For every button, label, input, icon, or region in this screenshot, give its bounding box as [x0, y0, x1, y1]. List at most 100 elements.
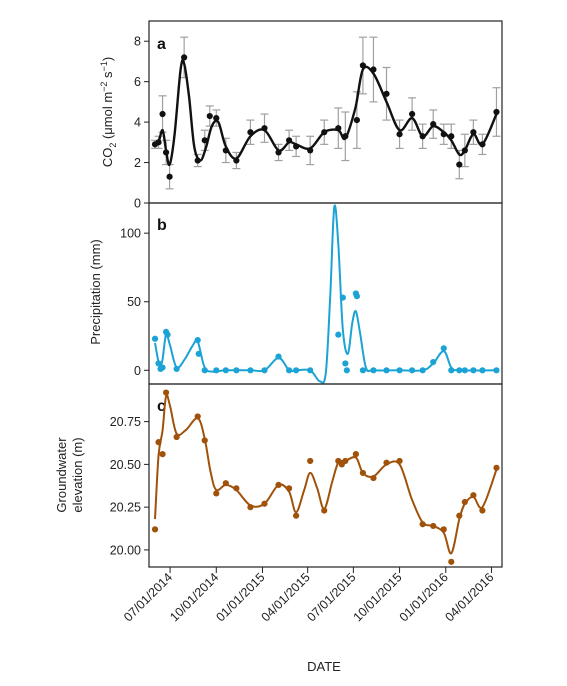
series-line	[154, 394, 498, 555]
data-point	[456, 512, 463, 519]
data-point	[222, 480, 229, 487]
data-point	[222, 147, 229, 154]
data-point	[164, 331, 171, 338]
panel-a-y-tick-label: 8	[134, 35, 141, 49]
x-tick-label: 10/01/2015	[351, 570, 405, 624]
data-point	[206, 112, 213, 120]
panel-a-frame	[148, 20, 503, 204]
data-point	[342, 133, 349, 140]
data-point	[359, 469, 367, 477]
data-point	[461, 147, 468, 154]
data-point	[409, 110, 416, 118]
panel-a-y-label: CO2 (μmol m−2 s−1)	[99, 57, 118, 167]
panel-b-marks	[151, 204, 500, 384]
x-tick-label: 07/01/2015	[304, 570, 358, 624]
data-point	[370, 474, 377, 482]
panel-b-y-tick-label: 100	[120, 227, 141, 241]
data-point	[159, 364, 166, 371]
data-point	[335, 331, 342, 338]
data-point	[479, 507, 486, 514]
data-point	[470, 129, 477, 136]
panel-c-y-tick-label: 20.00	[110, 543, 141, 557]
data-point	[307, 367, 314, 374]
data-point	[396, 457, 403, 465]
data-point	[353, 293, 360, 300]
data-point	[359, 367, 367, 374]
data-point	[275, 149, 282, 156]
data-point	[173, 365, 180, 373]
data-point	[151, 526, 159, 533]
data-point	[201, 437, 208, 444]
data-point	[359, 62, 367, 69]
series-line	[154, 58, 498, 167]
data-point	[321, 507, 328, 514]
data-point	[194, 157, 201, 164]
data-point	[293, 512, 300, 519]
panel-c-y-label-line-1: Groundwater	[54, 437, 69, 513]
data-point	[247, 504, 254, 511]
data-point	[383, 367, 390, 374]
data-point	[285, 367, 293, 374]
panel-c-frame	[148, 383, 503, 568]
data-point	[370, 66, 377, 73]
data-point	[261, 500, 268, 507]
data-point	[383, 90, 390, 97]
panel-b-y-label: Precipitation (mm)	[88, 239, 103, 344]
data-point	[470, 492, 477, 499]
data-point	[409, 367, 416, 374]
data-point	[383, 459, 390, 466]
panel-a-y-tick-label: 2	[134, 156, 141, 170]
data-point	[440, 131, 447, 138]
data-point	[440, 526, 447, 533]
data-point	[155, 360, 162, 367]
data-point	[261, 125, 268, 132]
panel-a-y-tick-label: 6	[134, 75, 141, 89]
data-point	[479, 367, 486, 374]
data-point	[448, 133, 455, 140]
data-point	[456, 161, 463, 168]
panel-c-y-ticks: 20.00 20.25 20.50 20.75	[110, 415, 149, 557]
data-point	[194, 337, 201, 344]
data-point	[213, 490, 220, 497]
x-tick-label: 10/01/2014	[167, 570, 221, 624]
data-point	[155, 439, 162, 446]
x-axis: 07/01/201410/01/201401/01/201504/01/2015…	[121, 567, 497, 624]
data-point	[479, 141, 486, 148]
data-point	[448, 367, 455, 374]
data-point	[159, 110, 166, 118]
x-tick-label: 07/01/2014	[121, 570, 175, 624]
data-point	[201, 137, 208, 144]
data-point	[448, 558, 455, 565]
data-point	[339, 294, 346, 301]
data-point	[233, 157, 240, 164]
data-point	[396, 367, 403, 374]
panel-a-co2-flux: a 0 2 4 6 8 CO2 (μmol m−2 s−1)	[99, 20, 503, 211]
panel-c-y-tick-label: 20.25	[110, 501, 141, 515]
data-point	[181, 54, 188, 61]
data-point	[419, 133, 426, 140]
data-point	[194, 413, 201, 420]
data-point	[285, 137, 293, 144]
data-point	[342, 360, 349, 367]
data-point	[151, 335, 159, 342]
data-point	[419, 367, 426, 374]
data-point	[233, 367, 240, 374]
data-point	[213, 367, 220, 374]
data-point	[261, 367, 268, 374]
data-point	[275, 353, 282, 360]
data-point	[195, 350, 202, 357]
data-point	[293, 367, 300, 374]
data-point	[233, 485, 240, 492]
panel-a-letter: a	[157, 36, 166, 53]
data-point	[493, 367, 500, 374]
data-point	[440, 345, 447, 352]
data-point	[470, 367, 477, 374]
x-tick-label: 04/01/2016	[442, 570, 496, 624]
data-point	[321, 129, 328, 136]
data-point	[285, 485, 293, 492]
data-point	[353, 116, 360, 124]
panel-a-marks	[151, 36, 501, 190]
data-point	[396, 131, 403, 138]
panel-c-marks	[151, 389, 500, 565]
panel-b-y-tick-label: 50	[127, 295, 141, 309]
